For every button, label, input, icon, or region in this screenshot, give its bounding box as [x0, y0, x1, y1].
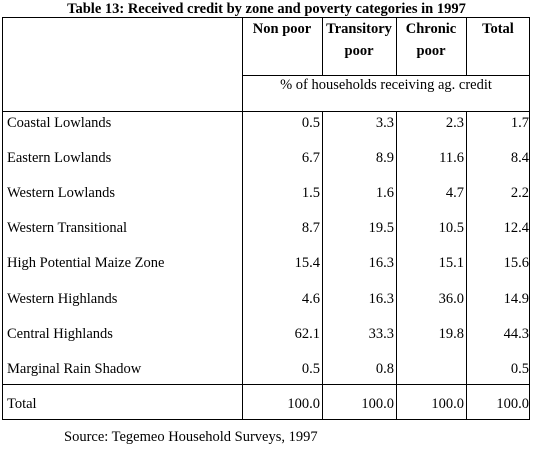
cell-value: 12.4: [503, 220, 529, 236]
cell-value: 6.7: [301, 150, 320, 166]
table-title: Table 13: Received credit by zone and po…: [67, 1, 466, 17]
cell-value: 3.3: [375, 115, 394, 131]
row-label: Marginal Rain Shadow: [7, 361, 142, 377]
cell-value: 19.8: [438, 326, 464, 342]
column-divider: [242, 17, 243, 420]
column-divider: [322, 17, 323, 75]
cell-value: 1.7: [510, 115, 529, 131]
cell-value: 1.5: [301, 185, 320, 201]
cell-value: 0.5: [301, 115, 320, 131]
cell-value: 2.3: [445, 115, 464, 131]
row-label: Central Highlands: [7, 326, 113, 342]
cell-value: 8.9: [375, 150, 394, 166]
cell-value: 16.3: [368, 291, 394, 307]
table-frame: [2, 17, 530, 420]
column-divider: [396, 17, 397, 75]
cell-value-total: 100.0: [361, 396, 394, 412]
cell-value: 0.5: [301, 361, 320, 377]
source-note: Source: Tegemeo Household Surveys, 1997: [64, 429, 318, 445]
cell-value: 2.2: [510, 185, 529, 201]
cell-value: 19.5: [368, 220, 394, 236]
row-label-total: Total: [7, 396, 37, 412]
cell-value: 0.8: [375, 361, 394, 377]
unit-label: % of households receiving ag. credit: [280, 77, 492, 93]
column-divider: [466, 17, 467, 75]
cell-value: 8.7: [301, 220, 320, 236]
column-divider: [396, 111, 397, 420]
cell-value: 4.7: [445, 185, 464, 201]
cell-value: 15.1: [438, 255, 464, 271]
cell-value: 33.3: [368, 326, 394, 342]
cell-value: 15.4: [294, 255, 320, 271]
column-header-transitory-poor: Transitory poor: [326, 21, 392, 59]
cell-value: 14.9: [503, 291, 529, 307]
cell-value-total: 100.0: [431, 396, 464, 412]
cell-value: 1.6: [375, 185, 394, 201]
cell-value-total: 100.0: [287, 396, 320, 412]
row-label: High Potential Maize Zone: [7, 255, 165, 271]
cell-value: 8.4: [510, 150, 529, 166]
column-header-total: Total: [482, 21, 514, 37]
row-divider: [242, 75, 530, 76]
cell-value: 4.6: [301, 291, 320, 307]
row-divider: [2, 384, 530, 385]
column-header-chronic-poor: Chronic poor: [405, 21, 457, 59]
column-header-non-poor: Non poor: [252, 21, 312, 37]
row-label: Western Highlands: [7, 291, 118, 307]
cell-value: 62.1: [294, 326, 320, 342]
cell-value: 11.6: [439, 150, 464, 166]
column-divider: [322, 111, 323, 420]
row-label: Western Lowlands: [7, 185, 115, 201]
row-label: Coastal Lowlands: [7, 115, 112, 131]
cell-value: 15.6: [503, 255, 529, 271]
cell-value: 36.0: [438, 291, 464, 307]
cell-value: 44.3: [503, 326, 529, 342]
column-divider: [466, 111, 467, 420]
row-label: Eastern Lowlands: [7, 150, 112, 166]
row-label: Western Transitional: [7, 220, 128, 236]
cell-value: 16.3: [368, 255, 394, 271]
row-divider: [2, 111, 530, 112]
cell-value: 10.5: [438, 220, 464, 236]
cell-value: 0.5: [510, 361, 529, 377]
cell-value-total: 100.0: [496, 396, 529, 412]
